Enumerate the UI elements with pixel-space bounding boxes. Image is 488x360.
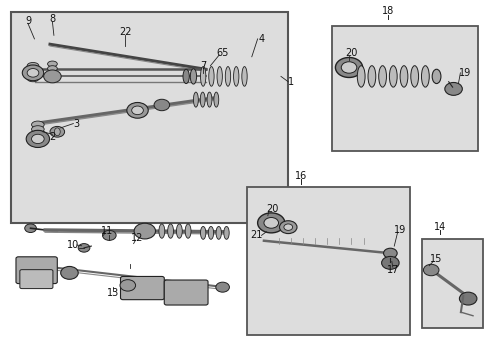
Circle shape [381, 256, 398, 269]
FancyBboxPatch shape [120, 276, 164, 300]
Text: 18: 18 [381, 6, 393, 17]
Ellipse shape [185, 224, 191, 238]
Ellipse shape [410, 66, 418, 87]
Ellipse shape [217, 67, 222, 86]
Ellipse shape [367, 66, 375, 87]
Ellipse shape [190, 69, 196, 84]
Ellipse shape [225, 67, 230, 86]
Ellipse shape [167, 224, 173, 238]
Ellipse shape [216, 226, 221, 239]
Circle shape [26, 130, 49, 148]
Circle shape [279, 221, 296, 234]
Circle shape [102, 230, 116, 240]
Ellipse shape [357, 66, 365, 87]
Ellipse shape [200, 67, 205, 86]
FancyBboxPatch shape [20, 270, 53, 289]
Text: 19: 19 [393, 225, 406, 235]
Ellipse shape [183, 69, 189, 84]
Ellipse shape [193, 92, 198, 107]
Text: 3: 3 [74, 118, 80, 129]
Ellipse shape [200, 226, 205, 239]
Circle shape [335, 58, 362, 77]
Ellipse shape [208, 226, 213, 239]
Text: 10: 10 [66, 240, 79, 250]
Ellipse shape [388, 66, 396, 87]
Text: 65: 65 [216, 48, 228, 58]
Circle shape [383, 248, 396, 258]
Text: 13: 13 [107, 288, 119, 298]
Circle shape [215, 282, 229, 292]
Circle shape [458, 292, 476, 305]
Ellipse shape [47, 70, 57, 76]
Text: 17: 17 [386, 265, 398, 275]
Circle shape [31, 134, 44, 144]
Text: 12: 12 [131, 233, 143, 243]
Ellipse shape [399, 66, 407, 87]
Circle shape [120, 280, 135, 291]
Circle shape [264, 217, 278, 228]
Ellipse shape [31, 130, 44, 138]
Circle shape [423, 264, 438, 276]
Text: 7: 7 [200, 61, 206, 71]
Circle shape [25, 224, 36, 233]
Bar [246, 187, 409, 336]
Ellipse shape [206, 92, 211, 107]
Ellipse shape [27, 67, 39, 73]
Text: 20: 20 [266, 203, 278, 213]
Circle shape [78, 244, 90, 252]
Ellipse shape [421, 66, 428, 87]
Circle shape [341, 62, 356, 73]
Text: 1: 1 [287, 77, 293, 87]
Circle shape [284, 224, 292, 230]
Bar [11, 12, 287, 223]
Ellipse shape [47, 66, 57, 71]
Ellipse shape [47, 61, 57, 67]
Circle shape [22, 65, 43, 81]
Text: 19: 19 [458, 68, 470, 78]
Ellipse shape [233, 67, 239, 86]
Text: 4: 4 [258, 34, 264, 44]
Text: 8: 8 [49, 14, 56, 24]
Bar [331, 26, 477, 152]
Text: 22: 22 [119, 27, 131, 37]
Ellipse shape [54, 128, 60, 136]
Text: 16: 16 [295, 171, 307, 181]
Circle shape [154, 99, 169, 111]
Bar [421, 239, 482, 328]
Ellipse shape [242, 67, 246, 86]
Circle shape [444, 82, 461, 95]
Circle shape [126, 103, 148, 118]
Ellipse shape [31, 135, 44, 142]
FancyBboxPatch shape [16, 257, 57, 284]
Circle shape [131, 106, 143, 114]
Ellipse shape [159, 224, 164, 238]
Circle shape [61, 266, 78, 279]
Text: 15: 15 [429, 254, 442, 264]
Circle shape [43, 70, 61, 83]
Ellipse shape [27, 71, 39, 77]
Ellipse shape [378, 66, 386, 87]
Ellipse shape [431, 69, 440, 84]
Circle shape [257, 213, 285, 233]
Ellipse shape [224, 226, 229, 239]
Ellipse shape [208, 67, 214, 86]
FancyBboxPatch shape [164, 280, 207, 305]
Text: 2: 2 [49, 132, 56, 142]
Ellipse shape [31, 121, 44, 128]
Text: 14: 14 [433, 222, 446, 232]
Circle shape [134, 223, 155, 239]
Ellipse shape [31, 126, 44, 133]
Circle shape [50, 126, 64, 137]
Ellipse shape [27, 75, 39, 82]
Ellipse shape [200, 92, 204, 107]
Text: 20: 20 [345, 48, 357, 58]
Circle shape [27, 68, 39, 77]
Ellipse shape [176, 224, 182, 238]
Text: 11: 11 [101, 226, 113, 236]
Ellipse shape [27, 63, 39, 69]
Text: 9: 9 [25, 16, 31, 26]
Ellipse shape [213, 92, 218, 107]
Text: 21: 21 [250, 230, 263, 240]
